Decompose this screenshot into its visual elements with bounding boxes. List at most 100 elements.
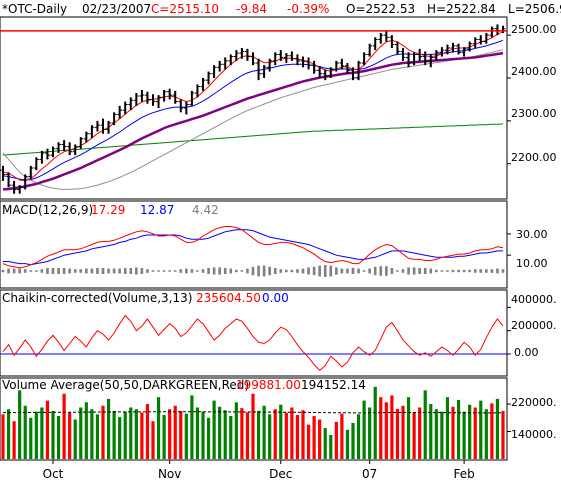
macd-hist-bar xyxy=(40,269,44,273)
chaikin-plot xyxy=(0,306,511,371)
macd-hist-bar xyxy=(412,267,416,275)
macd-hist-bar xyxy=(501,269,505,273)
ma-gray-line xyxy=(2,49,504,190)
volume-bar xyxy=(362,400,366,459)
date-label: 02/23/2007 xyxy=(82,2,151,16)
volume-bar xyxy=(418,407,422,459)
price-bar xyxy=(94,120,100,132)
x-month-label: Oct xyxy=(43,467,64,481)
volume-bar xyxy=(151,421,155,459)
volume-bar xyxy=(390,395,394,459)
price-bar xyxy=(72,144,78,156)
price-bar xyxy=(189,90,195,106)
price-bar xyxy=(161,90,167,102)
volume-bar xyxy=(101,405,105,459)
volume-bar xyxy=(484,409,488,459)
macd-hist-bar xyxy=(435,269,438,273)
price-bar xyxy=(256,58,262,81)
price-bar xyxy=(183,101,189,115)
price-bar xyxy=(361,52,367,66)
price-bar xyxy=(106,120,112,134)
volume-bar xyxy=(351,422,355,459)
price-bar xyxy=(139,90,145,102)
volume-bar xyxy=(218,406,222,459)
price-bar xyxy=(267,58,273,72)
macd-hist-bar xyxy=(296,269,299,273)
volume-bar xyxy=(490,403,494,459)
macd-hist-bar xyxy=(457,269,460,273)
volume-bar xyxy=(306,424,311,459)
macd-hist-bar xyxy=(140,268,144,274)
volume-bar xyxy=(279,404,283,459)
macd-hist-bar xyxy=(90,268,94,274)
volume-bar xyxy=(201,411,205,459)
volume-bar xyxy=(462,411,466,459)
price-bar xyxy=(261,65,267,78)
volume-bar xyxy=(206,417,211,459)
macd-hist-bar xyxy=(62,268,66,274)
volume-bar xyxy=(245,412,250,459)
volume-bar xyxy=(256,410,261,459)
volume-bar xyxy=(451,406,455,459)
volume-bar xyxy=(12,421,16,459)
ma-green-line xyxy=(2,123,504,156)
macd-hist-bar xyxy=(229,268,233,274)
x-axis: Oct Nov Dec 07 Feb xyxy=(43,460,475,481)
macd-hist-bar xyxy=(168,270,171,272)
volume-bar xyxy=(179,410,183,459)
macd-hist-bar xyxy=(279,269,283,273)
volume-bar xyxy=(401,405,405,459)
price-bar xyxy=(311,60,317,74)
volume-bar xyxy=(18,390,22,459)
price-bar xyxy=(439,47,445,57)
volume-bar xyxy=(106,398,111,459)
volume-bar xyxy=(284,412,288,459)
high-label: H=2522.84 xyxy=(427,2,496,16)
x-month-label: Feb xyxy=(453,467,474,481)
change-pct-label: -0.39% xyxy=(287,2,329,16)
symbol-label: *OTC-Daily xyxy=(2,2,67,16)
price-bar xyxy=(472,37,478,48)
price-bar xyxy=(339,58,345,70)
volume-bar xyxy=(501,410,505,459)
volume-bar xyxy=(56,416,61,459)
volume-bar xyxy=(140,412,144,459)
change-label: -9.84 xyxy=(236,2,267,16)
volume-bar xyxy=(173,405,177,459)
volume-bar xyxy=(95,414,100,459)
price-bar xyxy=(367,43,373,57)
price-bar xyxy=(100,118,106,134)
macd-hist-bar xyxy=(173,270,177,272)
price-bar xyxy=(67,142,73,156)
x-month-label: Nov xyxy=(158,467,181,481)
price-bar xyxy=(56,142,62,153)
volume-bar xyxy=(68,412,72,459)
price-bar xyxy=(144,91,150,104)
price-bar xyxy=(78,137,84,149)
macd-hist-bar xyxy=(79,269,83,273)
price-y-axis: 2500.00 2400.00 2300.00 2200.00 xyxy=(511,23,557,164)
volume-bar xyxy=(479,400,483,459)
volume-bar xyxy=(234,402,238,459)
price-bar xyxy=(50,146,56,158)
volume-bar xyxy=(429,404,433,459)
volume-bar xyxy=(6,409,11,459)
volume-bar xyxy=(79,407,83,459)
price-bar xyxy=(239,48,245,59)
price-bar xyxy=(117,105,123,119)
volume-bar xyxy=(23,405,27,459)
volume-bar xyxy=(318,419,322,459)
macd-signal-value: 12.87 xyxy=(140,203,174,217)
macd-hist-bar xyxy=(440,270,444,272)
price-bar xyxy=(39,150,45,164)
price-bar xyxy=(222,57,228,70)
macd-hist-bar xyxy=(362,270,366,272)
price-bar xyxy=(383,30,389,42)
volume-value: 199881.00 xyxy=(236,378,301,392)
volume-y-axis: 220000. 140000. xyxy=(511,396,557,441)
price-bar xyxy=(217,60,223,72)
price-header: *OTC-Daily 02/23/2007 C=2515.10 -9.84 -0… xyxy=(2,2,561,16)
price-bar xyxy=(417,48,423,61)
macd-panel-frame xyxy=(0,200,508,289)
volume-tick: 220000. xyxy=(511,396,557,409)
